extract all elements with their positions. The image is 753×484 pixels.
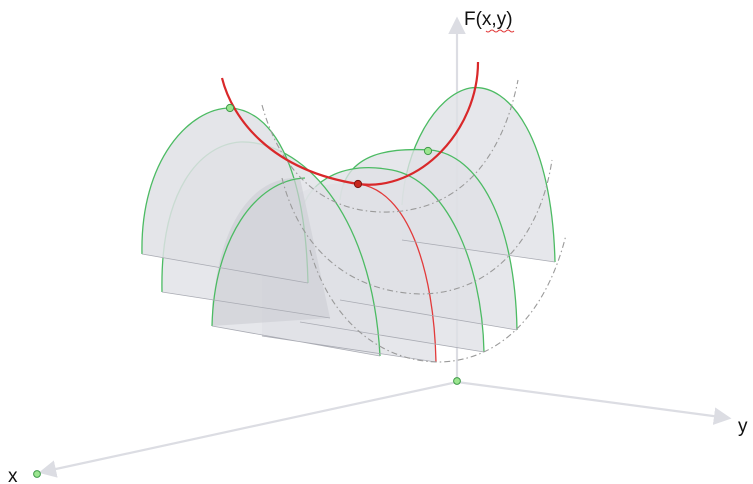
y-axis bbox=[456, 380, 732, 425]
y-axis-label: y bbox=[738, 416, 748, 437]
vertical-axis-label: F(x,y) bbox=[464, 9, 513, 30]
dashed-curve-1 bbox=[261, 79, 519, 213]
sheet-bottom-edges bbox=[141, 239, 556, 363]
x-axis bbox=[38, 380, 458, 478]
origin-point-icon bbox=[453, 377, 461, 385]
x-axis-label: x bbox=[8, 466, 18, 484]
x-axis-point-icon bbox=[33, 470, 41, 478]
label-underline-squiggle bbox=[485, 29, 515, 33]
surface-point-right bbox=[423, 146, 433, 156]
dashed-curve-3 bbox=[309, 234, 567, 363]
cross-section-arch-3-red bbox=[357, 183, 437, 363]
cross-section-arch-front bbox=[211, 177, 306, 327]
dashed-curve-2 bbox=[281, 159, 553, 295]
cross-section-arch-5 bbox=[339, 148, 518, 331]
cross-section-sheet-front bbox=[212, 177, 330, 326]
surface-points bbox=[33, 103, 461, 478]
cross-section-sheets bbox=[141, 86, 556, 363]
surface-point-left bbox=[225, 103, 235, 113]
saddle-point bbox=[353, 179, 363, 189]
dashed-level-curves bbox=[261, 79, 567, 363]
